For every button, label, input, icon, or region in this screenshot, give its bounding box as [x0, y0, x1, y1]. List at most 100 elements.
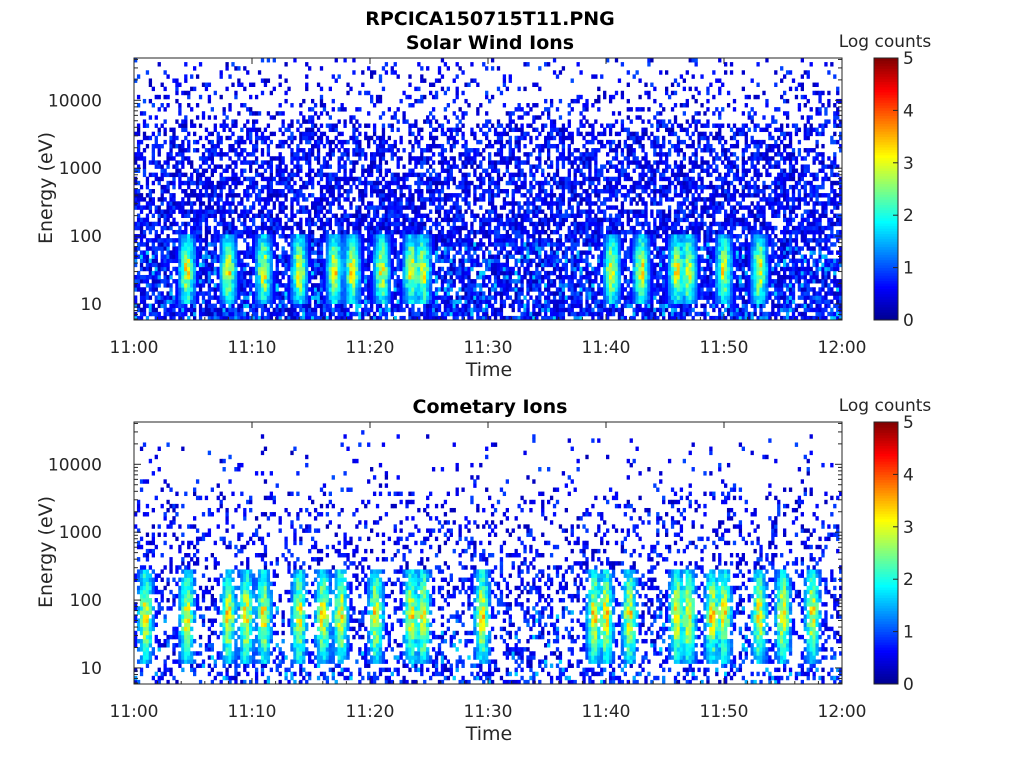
- heatmap-cell: [479, 103, 483, 108]
- heatmap-cell: [479, 295, 483, 300]
- heatmap-cell: [396, 148, 400, 153]
- heatmap-cell: [234, 119, 238, 124]
- heatmap-cell: [367, 66, 371, 71]
- heatmap-cell: [308, 127, 312, 133]
- heatmap-cell: [193, 221, 197, 227]
- heatmap-cell: [195, 258, 200, 264]
- heatmap-cell: [408, 139, 412, 145]
- heatmap-cell: [337, 283, 341, 288]
- heatmap-cell: [331, 176, 335, 182]
- heatmap-cell: [390, 274, 394, 280]
- heatmap-cell: [254, 291, 259, 296]
- panel-solar-wind: Solar Wind Ions 11:00 11:10 11:20 11:30 11:4…: [35, 32, 931, 381]
- heatmap-cell: [417, 266, 421, 272]
- heatmap-cell: [169, 315, 173, 321]
- heatmap-cell: [154, 246, 158, 251]
- heatmap-cell: [352, 164, 356, 169]
- heatmap-cell: [325, 221, 330, 227]
- heatmap-cell: [219, 164, 223, 169]
- heatmap-cell: [378, 160, 383, 165]
- heatmap-cell: [367, 311, 371, 317]
- heatmap-cell: [378, 303, 383, 309]
- heatmap-cell: [293, 213, 297, 218]
- heatmap-cell: [479, 180, 483, 186]
- heatmap-cell: [370, 315, 374, 321]
- heatmap-cell: [260, 221, 265, 227]
- heatmap-cell: [254, 266, 259, 272]
- heatmap-cell: [228, 148, 232, 153]
- heatmap-cell: [142, 148, 147, 153]
- heatmap-cell: [493, 168, 498, 173]
- heatmap-cell: [467, 238, 471, 243]
- heatmap-cell: [514, 123, 518, 128]
- heatmap-cell: [198, 266, 203, 272]
- heatmap-cell: [470, 160, 474, 165]
- heatmap-cell: [290, 291, 294, 296]
- heatmap-cell: [201, 246, 206, 251]
- heatmap-cell: [349, 246, 353, 251]
- heatmap-cell: [181, 172, 185, 178]
- heatmap-cell: [399, 307, 403, 313]
- heatmap-cell: [308, 160, 312, 165]
- heatmap-cell: [423, 172, 427, 178]
- heatmap-cell: [372, 246, 377, 251]
- heatmap-cell: [420, 242, 424, 247]
- heatmap-cell: [393, 217, 397, 223]
- heatmap-cell: [134, 295, 138, 300]
- heatmap-cell: [190, 176, 194, 182]
- heatmap-cell: [157, 266, 161, 272]
- heatmap-cell: [372, 258, 377, 264]
- heatmap-cell: [254, 127, 259, 133]
- heatmap-cell: [384, 315, 389, 321]
- heatmap-cell: [502, 279, 507, 284]
- heatmap-cell: [308, 152, 312, 157]
- heatmap-cell: [396, 254, 400, 259]
- heatmap-cell: [266, 193, 271, 198]
- heatmap-cell: [316, 238, 321, 243]
- heatmap-cell: [219, 148, 223, 153]
- heatmap-cell: [290, 238, 294, 243]
- heatmap-cell: [148, 201, 153, 206]
- heatmap-cell: [151, 148, 155, 153]
- heatmap-cell: [269, 189, 273, 194]
- heatmap-cell: [349, 234, 353, 239]
- heatmap-cell: [246, 234, 250, 239]
- heatmap-cell: [334, 78, 338, 83]
- heatmap-cell: [361, 217, 365, 223]
- heatmap-cell: [352, 176, 356, 182]
- heatmap-cell: [263, 283, 268, 288]
- heatmap-cell: [541, 172, 545, 178]
- heatmap-cell: [431, 189, 436, 194]
- heatmap-cell: [222, 205, 226, 210]
- heatmap-cell: [263, 139, 268, 145]
- heatmap-cell: [538, 143, 542, 149]
- heatmap-cell: [488, 229, 492, 235]
- heatmap-cell: [290, 156, 294, 161]
- heatmap-cell: [343, 295, 347, 300]
- heatmap-cell: [278, 164, 282, 169]
- heatmap-cell: [411, 221, 415, 227]
- heatmap-cell: [437, 143, 442, 149]
- heatmap-cell: [328, 180, 332, 186]
- heatmap-cell: [384, 242, 389, 247]
- heatmap-cell: [493, 291, 498, 296]
- heatmap-cell: [499, 90, 504, 96]
- heatmap-cell: [334, 176, 338, 182]
- heatmap-cell: [139, 111, 144, 116]
- heatmap-cell: [429, 156, 433, 161]
- heatmap-cell: [496, 283, 501, 288]
- heatmap-cell: [440, 266, 445, 272]
- heatmap-cell: [396, 119, 400, 124]
- heatmap-cell: [514, 189, 518, 194]
- heatmap-cell: [213, 213, 217, 218]
- heatmap-cell: [313, 139, 318, 145]
- heatmap-cell: [160, 168, 164, 173]
- heatmap-cell: [243, 270, 247, 276]
- heatmap-cell: [387, 242, 391, 247]
- heatmap-cell: [213, 291, 217, 296]
- heatmap-cell: [426, 262, 430, 268]
- heatmap-cell: [210, 172, 214, 178]
- heatmap-cell: [526, 201, 530, 206]
- heatmap-cell: [372, 295, 377, 300]
- heatmap-cell: [311, 307, 315, 313]
